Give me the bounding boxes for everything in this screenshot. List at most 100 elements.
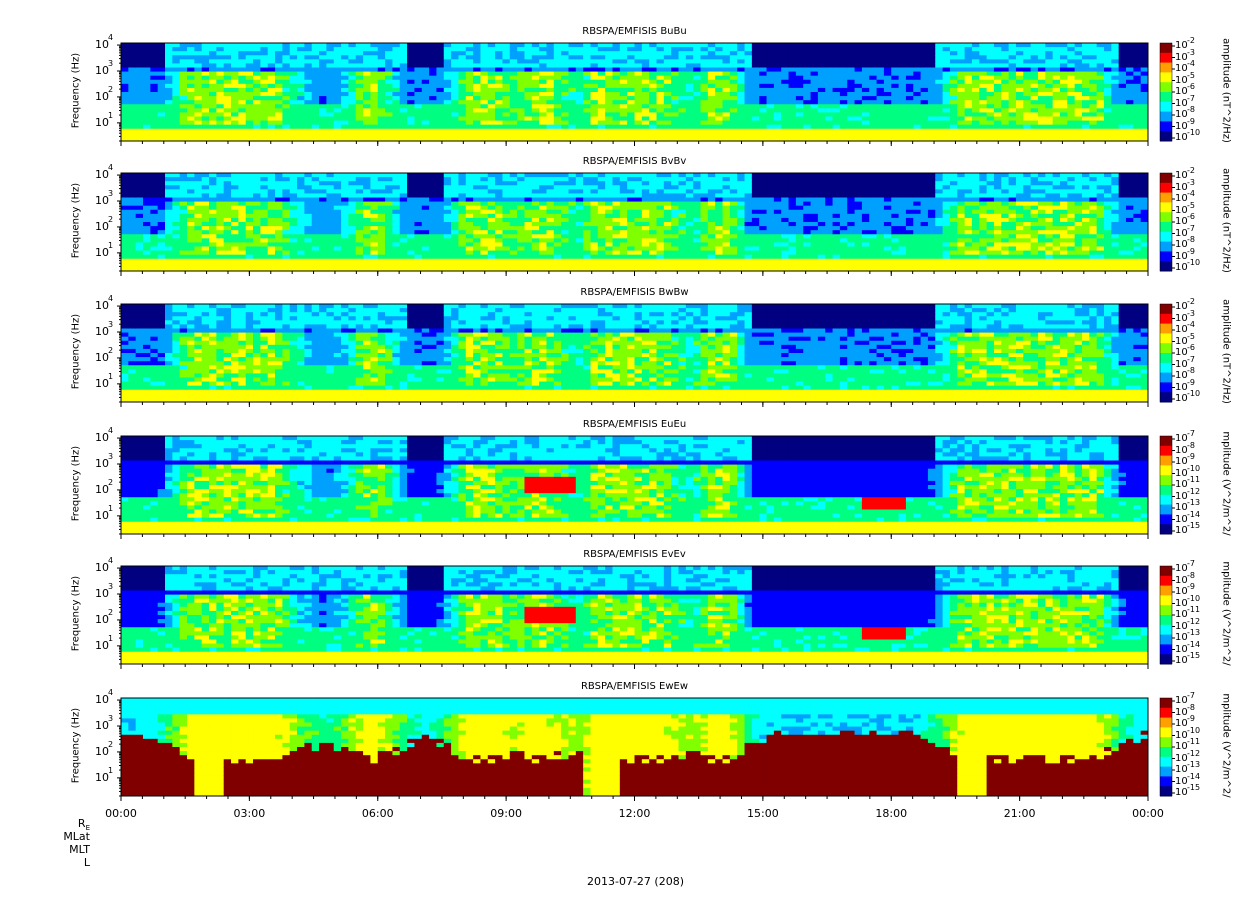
heatmap-cell (143, 92, 151, 96)
heatmap-cell (458, 198, 466, 202)
heatmap-cell (473, 59, 481, 63)
heatmap-cell (708, 129, 716, 133)
heatmap-cell (701, 133, 709, 137)
heatmap-cell (502, 72, 510, 76)
heatmap-cell (1141, 55, 1149, 59)
heatmap-cell (458, 125, 466, 129)
heatmap-cell (319, 63, 327, 67)
heatmap-cell (429, 121, 437, 125)
heatmap-cell (488, 112, 496, 116)
heatmap-cell (451, 43, 459, 47)
heatmap-cell (957, 112, 965, 116)
heatmap-cell (187, 206, 195, 210)
heatmap-cell (517, 189, 525, 193)
heatmap-cell (202, 125, 210, 129)
heatmap-cell (378, 84, 386, 88)
heatmap-cell (290, 206, 298, 210)
heatmap-cell (987, 63, 995, 67)
heatmap-cell (473, 104, 481, 108)
heatmap-cell (121, 210, 129, 214)
heatmap-cell (297, 259, 305, 263)
heatmap-cell (326, 202, 334, 206)
heatmap-cell (891, 80, 899, 84)
heatmap-cell (407, 210, 415, 214)
heatmap-cell (429, 230, 437, 234)
heatmap-cell (143, 88, 151, 92)
heatmap-cell (847, 96, 855, 100)
heatmap-cell (524, 255, 532, 259)
heatmap-cell (158, 47, 166, 51)
heatmap-cell (679, 51, 687, 55)
heatmap-cell (414, 173, 422, 177)
heatmap-cell (737, 129, 745, 133)
heatmap-cell (378, 121, 386, 125)
heatmap-cell (238, 88, 246, 92)
heatmap-cell (693, 72, 701, 76)
heatmap-cell (546, 181, 554, 185)
heatmap-cell (275, 108, 283, 112)
heatmap-cell (539, 263, 547, 267)
heatmap-cell (253, 189, 261, 193)
heatmap-cell (635, 117, 643, 121)
heatmap-cell (1060, 63, 1068, 67)
heatmap-cell (605, 88, 613, 92)
heatmap-cell (363, 59, 371, 63)
heatmap-cell (752, 88, 760, 92)
heatmap-cell (517, 63, 525, 67)
heatmap-cell (833, 72, 841, 76)
heatmap-cell (649, 84, 657, 88)
heatmap-cell (238, 47, 246, 51)
heatmap-cell (282, 181, 290, 185)
heatmap-cell (348, 80, 356, 84)
heatmap-cell (480, 117, 488, 121)
heatmap-cell (1082, 68, 1090, 72)
heatmap-cell (994, 84, 1002, 88)
heatmap-cell (1089, 55, 1097, 59)
heatmap-cell (194, 259, 202, 263)
heatmap-cell (473, 76, 481, 80)
heatmap-cell (899, 92, 907, 96)
heatmap-cell (136, 251, 144, 255)
heatmap-cell (444, 173, 452, 177)
heatmap-cell (840, 72, 848, 76)
heatmap-cell (590, 63, 598, 67)
heatmap-cell (1082, 80, 1090, 84)
heatmap-cell (583, 68, 591, 72)
heatmap-cell (495, 108, 503, 112)
heatmap-cell (1089, 51, 1097, 55)
heatmap-cell (282, 63, 290, 67)
heatmap-cell (466, 226, 474, 230)
heatmap-cell (436, 263, 444, 267)
heatmap-cell (231, 189, 239, 193)
heatmap-cell (745, 108, 753, 112)
heatmap-cell (693, 96, 701, 100)
heatmap-cell (458, 112, 466, 116)
heatmap-cell (480, 259, 488, 263)
heatmap-cell (994, 100, 1002, 104)
heatmap-cell (657, 104, 665, 108)
heatmap-cell (458, 189, 466, 193)
heatmap-cell (539, 210, 547, 214)
heatmap-cell (987, 112, 995, 116)
heatmap-cell (1133, 47, 1141, 51)
heatmap-cell (715, 88, 723, 92)
heatmap-cell (224, 251, 232, 255)
panel-1 (117, 43, 1175, 146)
heatmap-cell (165, 47, 173, 51)
heatmap-cell (620, 59, 628, 63)
heatmap-cell (209, 51, 217, 55)
heatmap-cell (414, 88, 422, 92)
heatmap-cell (554, 206, 562, 210)
heatmap-cell (370, 189, 378, 193)
heatmap-cell (774, 51, 782, 55)
heatmap-cell (715, 68, 723, 72)
heatmap-cell (436, 234, 444, 238)
heatmap-cell (216, 100, 224, 104)
heatmap-cell (429, 63, 437, 67)
heatmap-cell (979, 104, 987, 108)
heatmap-cell (546, 263, 554, 267)
heatmap-cell (363, 96, 371, 100)
heatmap-cell (356, 125, 364, 129)
heatmap-cell (326, 251, 334, 255)
